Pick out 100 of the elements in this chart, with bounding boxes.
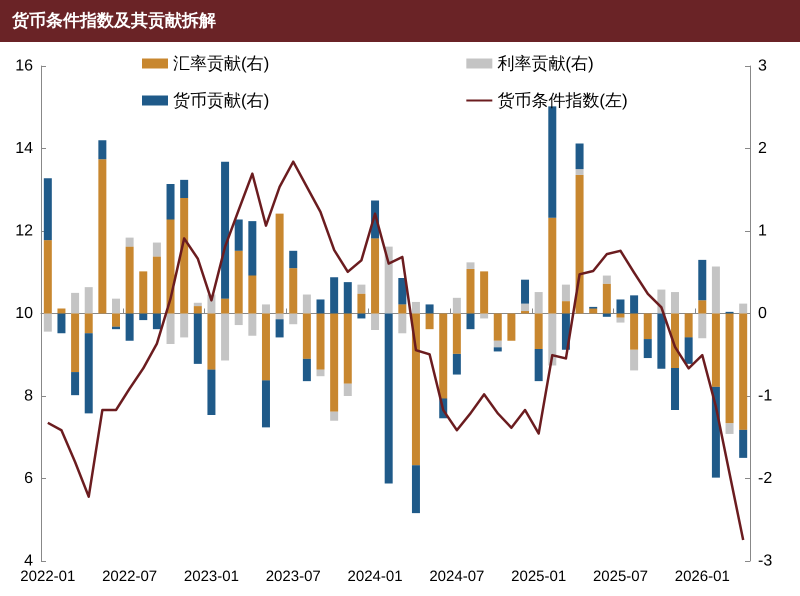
- bar: [44, 178, 52, 240]
- bar: [371, 238, 380, 314]
- bar: [302, 294, 311, 314]
- y2-tick-label: 3: [758, 58, 767, 74]
- bar: [548, 314, 556, 366]
- bar: [671, 368, 680, 410]
- x-tick-label: 2022-07: [102, 568, 158, 585]
- bar: [84, 333, 93, 414]
- bar: [152, 242, 161, 257]
- legend-label: 汇率贡献(右): [173, 54, 270, 73]
- legend-label: 利率贡献(右): [497, 54, 594, 73]
- bar: [412, 465, 420, 514]
- y2-tick-label: -2: [758, 470, 772, 487]
- bar: [712, 314, 720, 387]
- bar: [616, 299, 624, 314]
- x-tick-label: 2025-01: [511, 568, 566, 585]
- bar: [576, 174, 584, 314]
- bar: [452, 314, 461, 354]
- bar: [194, 306, 202, 314]
- bar: [576, 144, 584, 170]
- y-tick-label: 12: [15, 222, 34, 240]
- bar: [671, 292, 680, 314]
- bar: [726, 314, 734, 424]
- bar: [521, 304, 530, 312]
- bar: [112, 298, 120, 314]
- bar: [289, 268, 298, 314]
- bar: [494, 314, 502, 341]
- bar: [726, 423, 734, 434]
- bar: [221, 298, 230, 314]
- bar: [302, 314, 311, 359]
- bar: [248, 221, 256, 276]
- bar: [276, 314, 284, 320]
- y-tick-label: 14: [15, 140, 34, 157]
- bar: [384, 314, 393, 484]
- bar: [739, 304, 748, 314]
- bar: [330, 314, 338, 412]
- x-tick-label: 2023-01: [184, 568, 239, 585]
- bar: [698, 314, 706, 338]
- bar: [644, 314, 652, 340]
- bar: [71, 372, 80, 396]
- bar: [344, 384, 352, 396]
- bar: [452, 298, 461, 314]
- bar: [194, 314, 202, 364]
- bar: [371, 314, 380, 330]
- bar: [98, 140, 106, 160]
- bar: [234, 314, 243, 326]
- y2-tick-label: -3: [758, 552, 772, 570]
- bar: [548, 218, 556, 314]
- legend-label: 货币条件指数(左): [497, 91, 628, 110]
- bar: [630, 295, 638, 314]
- bar: [152, 256, 161, 314]
- bar: [302, 358, 311, 382]
- bar: [494, 340, 502, 348]
- bar: [207, 314, 216, 370]
- bar: [344, 314, 352, 384]
- bar: [426, 314, 434, 330]
- bar: [684, 337, 693, 364]
- x-tick-label: 2026-01: [674, 568, 730, 585]
- bar: [57, 314, 66, 334]
- bar: [562, 284, 570, 302]
- bar: [316, 314, 325, 370]
- bar: [248, 314, 256, 336]
- bar: [221, 162, 230, 299]
- bar: [630, 350, 638, 370]
- bar: [234, 219, 243, 251]
- bar: [207, 370, 216, 415]
- bar: [84, 314, 93, 334]
- bar: [276, 319, 284, 338]
- bar: [152, 314, 161, 330]
- y-tick-label: 10: [15, 305, 34, 322]
- bar: [139, 271, 148, 314]
- bar: [289, 250, 298, 268]
- y-tick-label: 6: [24, 470, 34, 487]
- bar: [71, 314, 80, 372]
- bar: [316, 299, 325, 314]
- bar: [112, 314, 120, 327]
- bar: [357, 284, 366, 294]
- bar: [684, 314, 693, 338]
- bar: [534, 314, 543, 349]
- bar: [57, 308, 66, 314]
- bar: [180, 314, 188, 338]
- bar: [234, 250, 243, 314]
- x-tick-label: 2023-07: [266, 568, 321, 585]
- y2-tick-label: 1: [758, 222, 767, 240]
- bar: [330, 277, 338, 314]
- bar: [657, 314, 666, 369]
- x-tick-label: 2024-07: [429, 568, 484, 585]
- y-tick-label: 8: [24, 388, 34, 404]
- y2-tick-label: -1: [758, 388, 772, 404]
- bar: [439, 314, 448, 398]
- bar: [644, 339, 652, 358]
- bar: [221, 314, 230, 361]
- bar: [262, 380, 270, 428]
- y-tick-label: 4: [24, 552, 34, 570]
- bar: [452, 354, 461, 375]
- bar: [616, 314, 624, 318]
- bar: [602, 284, 611, 314]
- chart-title: 货币条件指数及其贡献拆解: [0, 0, 800, 42]
- bar: [139, 314, 148, 320]
- bar: [98, 159, 106, 314]
